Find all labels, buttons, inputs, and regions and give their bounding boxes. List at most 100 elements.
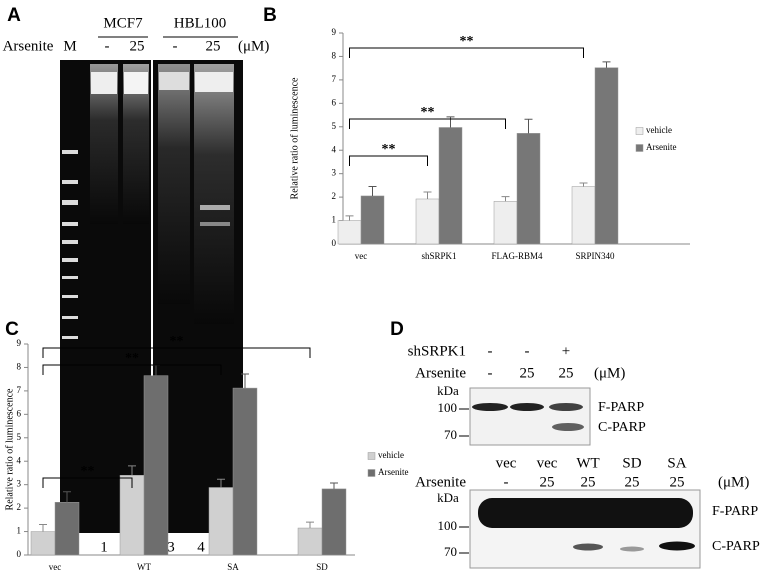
band-label: C-PARP [598, 420, 646, 435]
x-tick-label: SD [316, 562, 328, 572]
y-tick-label: 5 [332, 121, 337, 131]
significance-bracket [42, 347, 311, 358]
error-bar [602, 61, 611, 68]
error-bar [330, 482, 338, 489]
lane-header: WT [576, 455, 599, 471]
band-label: C-PARP [712, 539, 760, 554]
y-tick-label: 7 [332, 74, 337, 84]
legend-label: Arsenite [378, 467, 409, 477]
bar [571, 186, 596, 245]
lane-value: - [525, 343, 530, 359]
error-bar [345, 215, 354, 221]
significance-label: ** [460, 34, 474, 49]
lane-number: 3 [167, 539, 175, 555]
marker-label: 70 [444, 544, 457, 559]
legend-swatch [367, 452, 376, 460]
y-tick-label: 3 [17, 479, 22, 489]
bar [438, 127, 463, 245]
lane-number: 1 [100, 539, 108, 555]
legend-label: Arsenite [646, 142, 677, 152]
x-tick-label: shSRPK1 [421, 251, 456, 261]
gel-smear [194, 64, 234, 324]
bar [516, 133, 541, 245]
significance-bracket [42, 364, 222, 375]
y-tick-label: 0 [17, 549, 22, 559]
y-tick-label: 5 [17, 432, 22, 442]
cell-line: MCF7 [103, 15, 143, 31]
y-tick-label: 4 [332, 144, 337, 154]
lane-label: - [105, 38, 110, 54]
bar [337, 220, 362, 245]
y-tick-label: 7 [17, 385, 22, 395]
lane-number: 4 [197, 539, 205, 555]
lane-value: 25 [625, 474, 640, 490]
error-bar [128, 465, 136, 476]
error-bar [423, 191, 432, 199]
bar [232, 387, 258, 556]
significance-bracket [349, 155, 428, 166]
gel-smear [158, 64, 190, 304]
y-tick-label: 1 [17, 526, 22, 536]
error-bar [524, 118, 533, 134]
x-tick-label: SA [227, 562, 239, 572]
gel-band [91, 72, 117, 94]
lane-label: - [173, 38, 178, 54]
panel-label: C [5, 319, 19, 340]
lane-value: 25 [670, 474, 685, 490]
significance-label: ** [125, 351, 139, 366]
lane-value: - [504, 474, 509, 490]
unit: (μM) [594, 365, 625, 381]
panel-label: B [263, 5, 277, 26]
row-label: Arsenite [415, 474, 466, 490]
bar [321, 488, 347, 556]
lane-value: - [488, 365, 493, 381]
lane-label: 25 [130, 38, 145, 54]
lane-header: vec [496, 455, 517, 471]
y-tick-label: 1 [332, 215, 337, 225]
error-bar [501, 196, 510, 202]
bar [297, 527, 323, 556]
y-tick-label: 4 [17, 455, 22, 465]
significance-label: ** [170, 334, 184, 349]
lane-header: vec [537, 455, 558, 471]
lane-value: 25 [520, 365, 535, 381]
y-tick-label: 6 [332, 97, 337, 107]
significance-bracket [349, 47, 584, 58]
gel-divider [151, 60, 153, 533]
lane-value: - [488, 343, 493, 359]
significance-bracket [42, 477, 133, 488]
bar [415, 198, 440, 245]
cell-line: HBL100 [174, 15, 227, 31]
ladder [62, 150, 78, 339]
blot [469, 387, 591, 446]
row-label: shSRPK1 [408, 343, 466, 359]
band-label: F-PARP [712, 504, 758, 519]
kda-label: kDa [437, 383, 459, 398]
x-tick-label: WT [137, 562, 151, 572]
gel-band [200, 222, 230, 226]
x-tick-label: SRPIN340 [575, 251, 615, 261]
kda-label: kDa [437, 490, 459, 505]
y-tick-label: 3 [332, 168, 337, 178]
band-label: F-PARP [598, 400, 644, 415]
gel-band [195, 72, 233, 92]
lane-header: SA [667, 455, 686, 471]
legend-swatch [635, 144, 644, 152]
unit: (μM) [718, 474, 749, 490]
y-axis-label: Relative ratio of luminescence [289, 77, 300, 199]
legend-label: vehicle [378, 450, 404, 460]
error-bar [368, 186, 377, 196]
significance-bracket [349, 118, 506, 129]
legend-swatch [635, 127, 644, 135]
marker-label: 100 [438, 518, 458, 533]
x-tick-label: vec [49, 562, 62, 572]
error-bar [241, 373, 249, 389]
bar [143, 375, 169, 556]
panel-label: A [7, 5, 21, 26]
lane-label: 25 [206, 38, 221, 54]
x-tick-label: FLAG-RBM4 [491, 251, 543, 261]
bar [493, 201, 518, 245]
unit: (μM) [238, 38, 269, 54]
marker-label: 100 [438, 400, 458, 415]
